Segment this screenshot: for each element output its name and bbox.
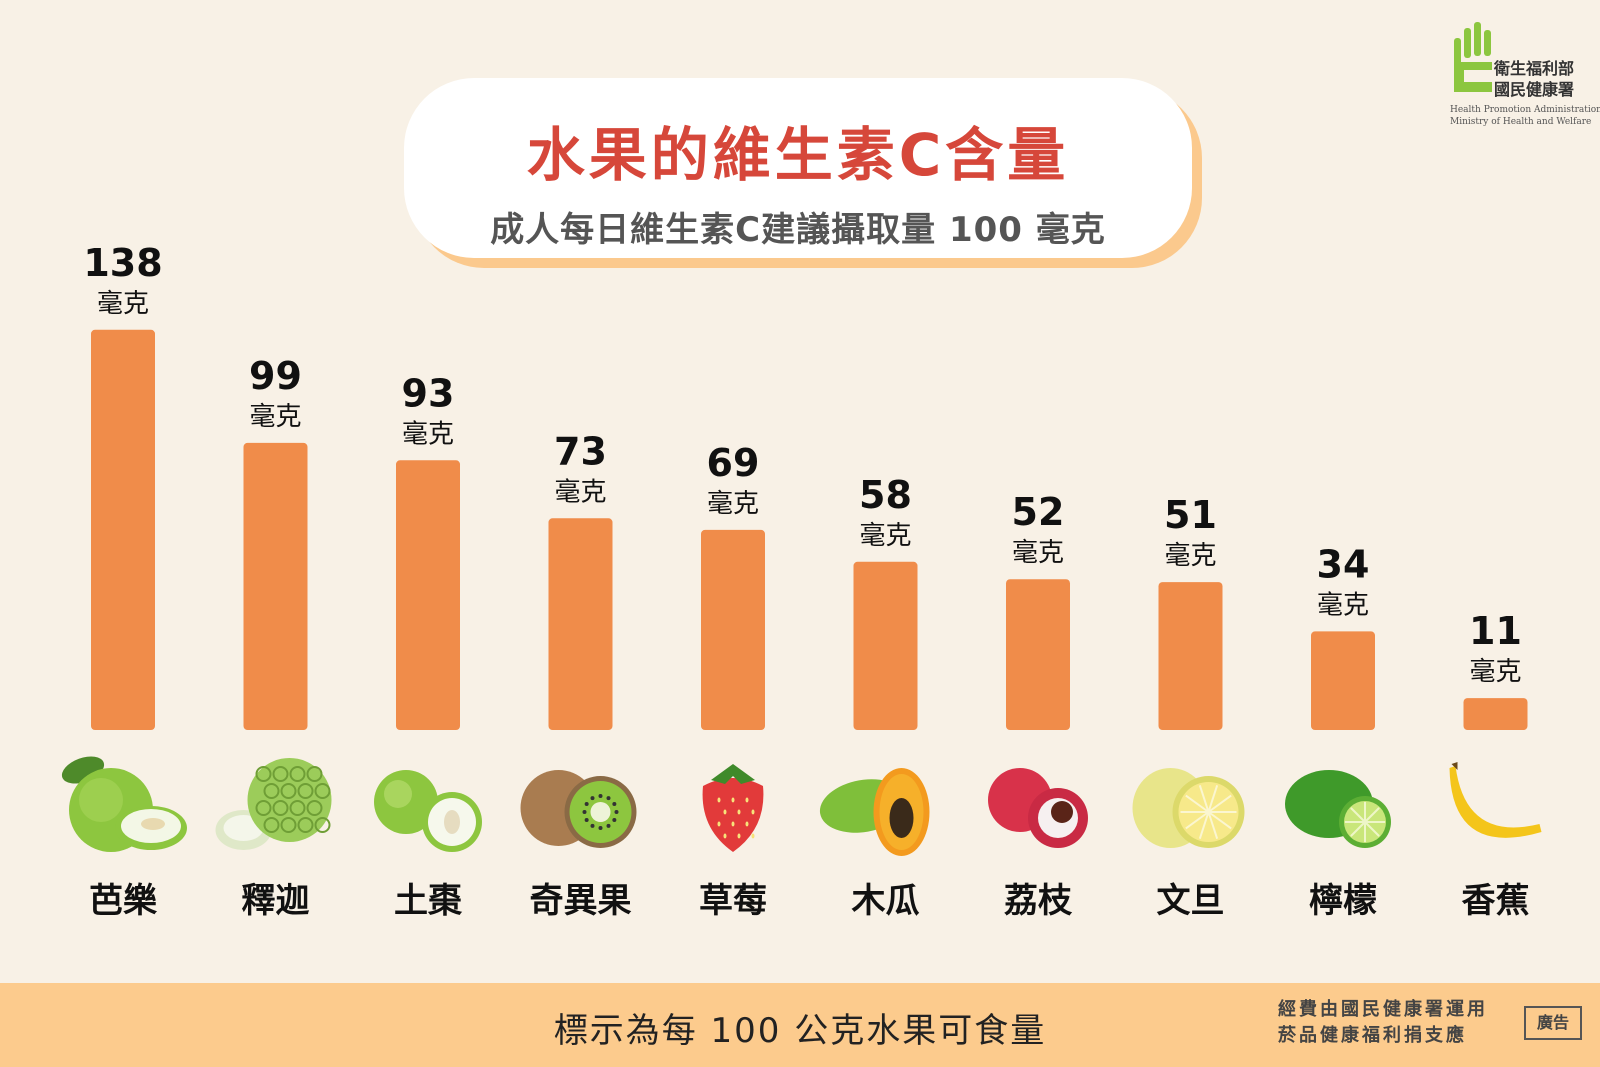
title-card: 水果的維生素C含量 成人每日維生素C建議攝取量 100 毫克 [404, 78, 1192, 258]
custard-apple-icon [215, 758, 332, 850]
footer-bar: 標示為每 100 公克水果可食量 經費由國民健康署運用 菸品健康福利捐支應 廣告 [0, 983, 1600, 1067]
category-label: 草莓 [699, 881, 767, 921]
hpa-logo: 衛生福利部 國民健康署 Health Promotion Administrat… [1450, 18, 1600, 133]
bar-value-label: 99 [249, 354, 302, 398]
papaya-icon [819, 768, 930, 856]
guava-icon [61, 756, 187, 852]
bar [91, 329, 155, 730]
category-label: 奇異果 [530, 881, 632, 921]
bar-unit-label: 毫克 [1012, 538, 1064, 568]
banana-icon [1449, 762, 1542, 838]
category-label: 土棗 [394, 881, 463, 921]
bar-unit-label: 毫克 [1469, 657, 1521, 687]
bar-unit-label: 毫克 [859, 521, 911, 551]
ad-badge: 廣告 [1524, 1006, 1582, 1040]
bar-value-label: 138 [83, 241, 162, 285]
bar-unit-label: 毫克 [97, 289, 149, 319]
bar [853, 561, 918, 730]
bar-unit-label: 毫克 [707, 489, 759, 519]
bar-unit-label: 毫克 [249, 402, 301, 432]
category-label: 荔枝 [1004, 881, 1073, 921]
category-label: 釋迦 [242, 881, 310, 921]
bar-value-label: 11 [1469, 609, 1522, 653]
chart-subtitle: 成人每日維生素C建議攝取量 100 毫克 [490, 210, 1106, 250]
bar-unit-label: 毫克 [1317, 590, 1369, 620]
bar-value-label: 73 [554, 429, 607, 473]
category-label: 香蕉 [1462, 881, 1530, 921]
lychee-icon [988, 768, 1088, 848]
category-label: 芭樂 [89, 881, 158, 921]
bar [1158, 582, 1223, 730]
strawberry-icon [702, 764, 764, 852]
bar [701, 529, 765, 730]
bar [1006, 579, 1070, 730]
kiwi-icon [520, 770, 637, 848]
bar [243, 442, 308, 730]
bar-value-label: 69 [707, 441, 760, 485]
hand-c-logo-icon [1454, 22, 1492, 92]
bar-value-label: 52 [1012, 490, 1065, 534]
category-label: 檸檬 [1309, 881, 1377, 921]
bar-value-label: 51 [1164, 493, 1217, 537]
category-label: 木瓜 [851, 881, 920, 921]
org-name: 衛生福利部 國民健康署 [1494, 59, 1575, 99]
footer-note: 標示為每 100 公克水果可食量 [553, 1011, 1047, 1051]
bar-unit-label: 毫克 [402, 419, 454, 449]
bar [548, 518, 613, 730]
category-label: 文旦 [1157, 881, 1225, 921]
pomelo-icon [1132, 768, 1245, 848]
bar-value-label: 93 [402, 371, 455, 415]
lime-icon [1285, 770, 1391, 848]
sponsor-text: 經費由國民健康署運用 菸品健康福利捐支應 [1278, 999, 1488, 1046]
bar [396, 460, 460, 730]
chart-title: 水果的維生素C含量 [526, 121, 1070, 189]
bar-unit-label: 毫克 [1164, 541, 1216, 571]
bar-unit-label: 毫克 [554, 477, 606, 507]
bar-value-label: 58 [859, 473, 912, 517]
org-name-en: Health Promotion Administration, Ministr… [1450, 105, 1600, 127]
jujube-icon [374, 770, 482, 852]
bar [1463, 698, 1528, 730]
bar [1311, 631, 1375, 730]
bar-value-label: 34 [1317, 542, 1370, 586]
vitamin-c-bar-chart: 毫克 138 芭樂 毫克 99 釋迦 毫克 93 土棗 毫克 73 奇異果 毫克 69 草莓 毫克 5… [61, 241, 1542, 921]
